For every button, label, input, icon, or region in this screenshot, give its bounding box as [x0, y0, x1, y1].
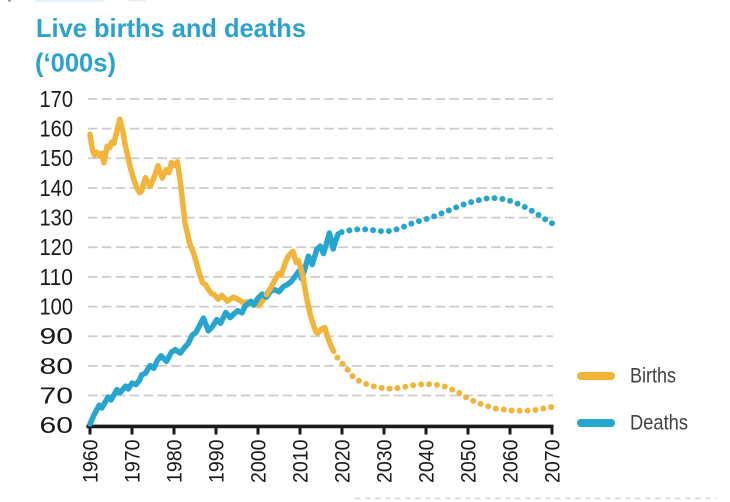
svg-text:2000: 2000	[248, 440, 271, 484]
svg-text:170: 170	[40, 86, 74, 112]
svg-text:2040: 2040	[416, 440, 439, 484]
svg-text:100: 100	[40, 294, 74, 320]
svg-text:140: 140	[40, 175, 74, 201]
svg-text:120: 120	[40, 234, 74, 260]
svg-text:1980: 1980	[164, 440, 187, 484]
svg-text:160: 160	[40, 116, 74, 142]
svg-text:2010: 2010	[290, 440, 313, 484]
svg-text:150: 150	[40, 145, 74, 171]
svg-text:2030: 2030	[374, 440, 397, 484]
svg-text:90: 90	[40, 323, 74, 349]
svg-text:1960: 1960	[80, 440, 103, 484]
svg-text:60: 60	[40, 412, 74, 438]
svg-text:Live births and deaths: Live births and deaths	[36, 13, 306, 43]
svg-text:2050: 2050	[458, 440, 481, 484]
svg-text:2070: 2070	[542, 440, 565, 484]
svg-text:(‘000s): (‘000s)	[35, 48, 116, 78]
svg-text:1970: 1970	[122, 440, 145, 484]
svg-text:130: 130	[40, 205, 74, 231]
svg-text:110: 110	[40, 264, 74, 290]
svg-text:1990: 1990	[206, 440, 229, 484]
svg-text:2020: 2020	[332, 440, 355, 484]
svg-text:Deaths: Deaths	[630, 412, 688, 435]
svg-text:80: 80	[40, 353, 74, 379]
svg-text:2060: 2060	[500, 440, 523, 484]
svg-text:Births: Births	[630, 365, 676, 388]
svg-text:70: 70	[40, 382, 74, 408]
